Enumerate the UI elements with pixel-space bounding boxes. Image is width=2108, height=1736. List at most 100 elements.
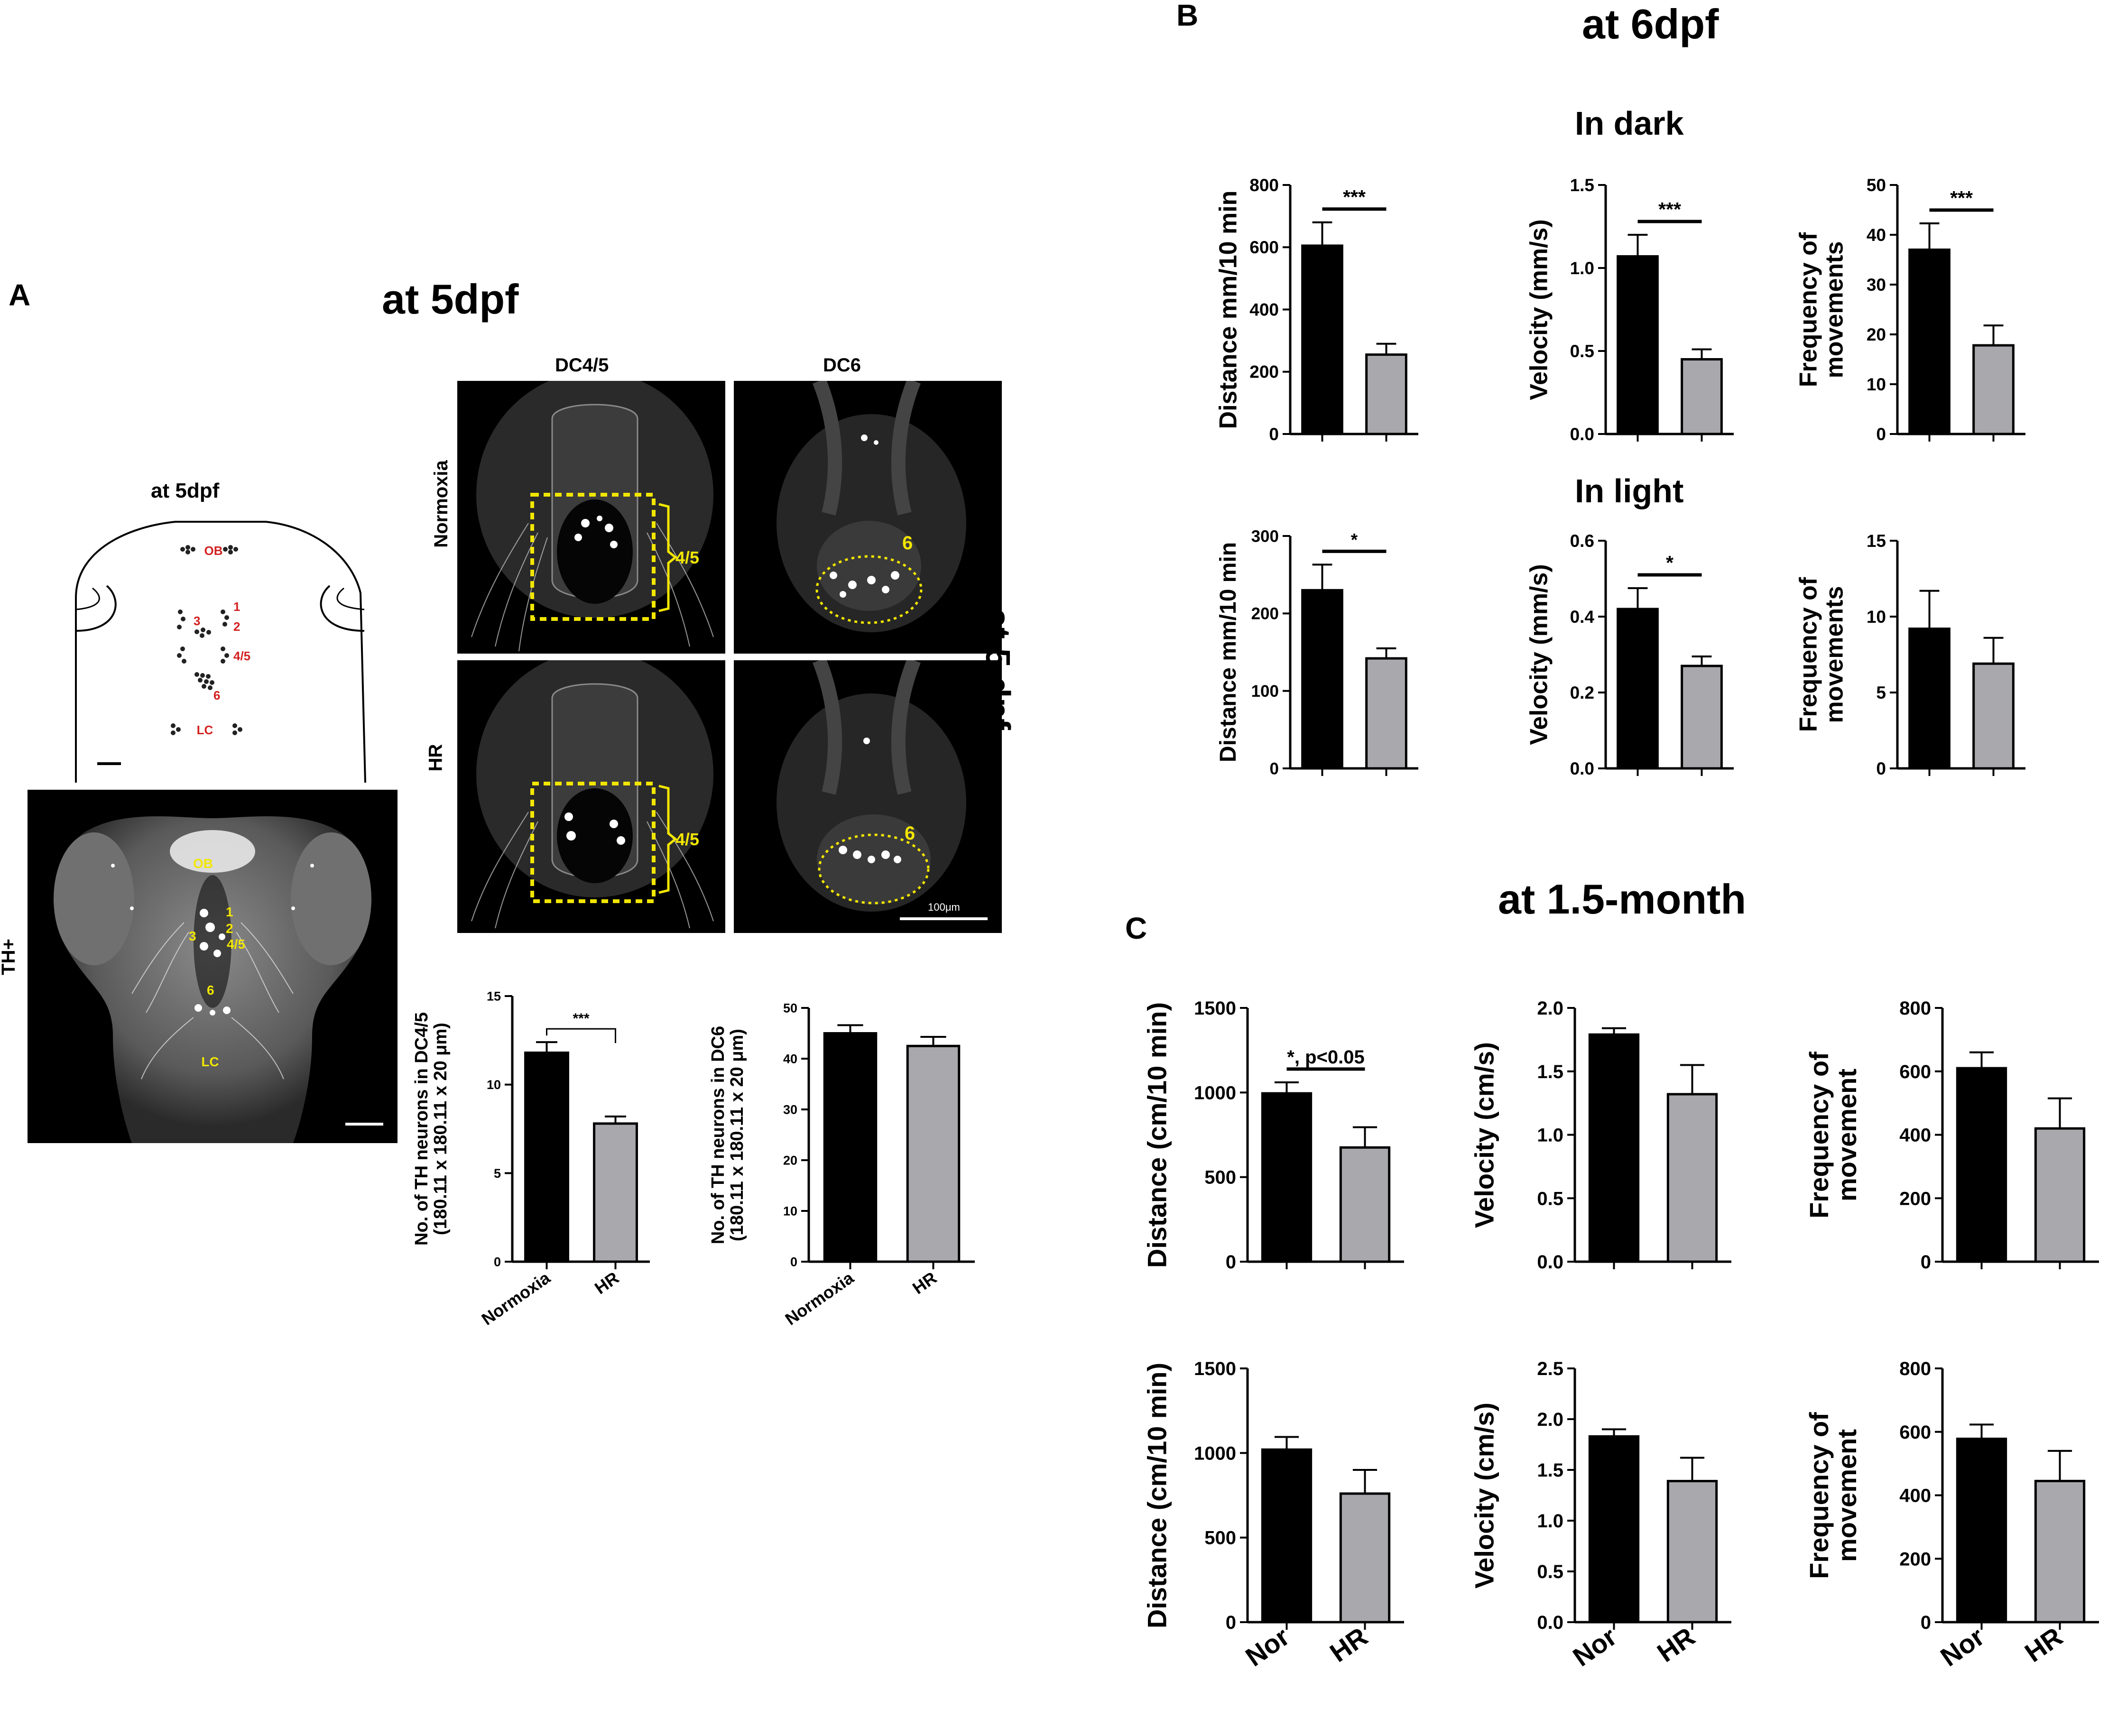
- chart-container-b-light-dist: 0 100 200 300 * Distance mm/10 min: [1216, 526, 1418, 778]
- y-tick-label: 40: [1867, 225, 1886, 245]
- chart-container-b-light-freq: 0 5 10 15 Frequency of movements: [1794, 531, 2025, 778]
- micrograph-hr-dc45: 4/5: [457, 660, 725, 933]
- chart-container-c-light-dist: 0 500 1000 1500 Nor HR Distance (cm/10 min): [1142, 1358, 1404, 1672]
- y-tick-label: 1000: [1194, 1082, 1236, 1103]
- bar-hr: [1681, 665, 1723, 770]
- chart-container-c-light-vel: 0.0 0.5 1.0 1.5 2.0 2.5 Nor HR Velocity (cm/s): [1470, 1358, 1731, 1672]
- chart-svg-b_light_freq: 0 5 10 15: [1867, 531, 2025, 778]
- y-tick-label: 0: [494, 1255, 501, 1269]
- chart-container-b-dark-vel: 0.0 0.5 1.0 1.5 *** Velocity (mm/s): [1526, 175, 1734, 444]
- bar-hr: [1365, 353, 1407, 435]
- y-tick-label: 600: [1899, 1062, 1931, 1082]
- y-axis-label-line: Distance (cm/10 min): [1142, 1002, 1172, 1268]
- y-axis-label: Distance (cm/10 min): [1142, 1002, 1172, 1268]
- circle-label-hr: 6: [905, 823, 915, 844]
- panel-a-letter: A: [9, 278, 31, 312]
- panel-b-in-light: In light: [1575, 472, 1684, 509]
- y-axis-label-line: movements: [1821, 586, 1848, 723]
- y-tick-label: 0: [790, 1255, 797, 1269]
- y-axis-label: Frequency of movements: [1794, 577, 1848, 732]
- chart-container-b-dark-freq: 0 10 20 30 40 50 *** Frequency of movements: [1794, 175, 2025, 444]
- y-tick-label: 50: [1867, 175, 1886, 195]
- y-axis-label-line: No. of TH neurons in DC4/5: [412, 1012, 432, 1246]
- schematic-ob: OB: [204, 544, 223, 558]
- x-category-label: HR: [909, 1268, 940, 1298]
- bar-hr: [2034, 1127, 2086, 1263]
- y-tick-label: 0.5: [1537, 1561, 1563, 1582]
- bar-normoxia: [1261, 1092, 1313, 1263]
- bar-hr: [906, 1044, 961, 1263]
- significance-label: ***: [573, 1011, 589, 1026]
- y-tick-label: 1500: [1194, 1358, 1236, 1379]
- y-tick-label: 400: [1249, 300, 1279, 319]
- significance-label: ***: [1343, 186, 1366, 208]
- significance-label: *: [1351, 530, 1358, 549]
- y-tick-label: 800: [1899, 998, 1931, 1019]
- panel-c-letter: C: [1125, 911, 1147, 945]
- y-tick-label: 0.2: [1570, 683, 1594, 702]
- bar-hr: [1339, 1492, 1391, 1624]
- y-tick-label: 1.5: [1570, 175, 1594, 195]
- micrograph-normoxia-dc45: 4/5: [457, 381, 725, 654]
- bar-normoxia: [1588, 1435, 1640, 1624]
- bar-normoxia: [1908, 249, 1951, 435]
- y-axis-label-line: No. of TH neurons in DC6: [708, 1025, 729, 1244]
- th-plus-micrograph: OB 1 2 3 4/5 6 LC: [28, 790, 398, 1143]
- y-tick-label: 600: [1899, 1422, 1931, 1443]
- chart-svg-b_light_dist: 0 100 200 300 *: [1251, 527, 1418, 778]
- y-tick-label: 10: [487, 1078, 501, 1092]
- chart-svg-c_dark_freq: 0 200 400 600 800: [1899, 998, 2099, 1273]
- panel-a-title: at 5dpf: [382, 276, 519, 323]
- y-tick-label: 0: [1270, 759, 1279, 778]
- y-tick-label: 1.0: [1537, 1511, 1563, 1532]
- y-tick-label: 10: [1867, 375, 1886, 394]
- bar-hr: [593, 1122, 638, 1263]
- y-axis-label-line: Distance mm/10 min: [1215, 542, 1241, 763]
- y-tick-label: 0.6: [1570, 531, 1594, 551]
- bar-normoxia: [1588, 1033, 1640, 1263]
- schematic-1: 1: [233, 600, 240, 614]
- y-axis-label: Velocity (mm/s): [1526, 219, 1553, 400]
- micrograph-hr-dc6: 6 100μm: [734, 660, 1002, 933]
- circle-label-normoxia: 6: [902, 533, 913, 554]
- y-axis-label-line: Frequency of: [1804, 1412, 1834, 1579]
- chart-container-b-light-vel: 0.0 0.2 0.4 0.6 * Velocity (mm/s): [1526, 531, 1734, 778]
- y-tick-label: 200: [1899, 1188, 1931, 1209]
- y-tick-label: 0.0: [1570, 425, 1594, 444]
- y-axis-label: Velocity (mm/s): [1526, 564, 1553, 745]
- schematic-title: at 5dpf: [151, 479, 220, 502]
- y-tick-label: 0: [1226, 1612, 1236, 1633]
- y-tick-label: 0.0: [1537, 1252, 1563, 1273]
- bar-normoxia: [1908, 628, 1951, 770]
- schematic-lc: LC: [197, 723, 213, 737]
- y-tick-label: 1000: [1194, 1443, 1236, 1464]
- significance-label: ***: [1658, 198, 1681, 220]
- bracket-label-normoxia: 4/5: [675, 548, 699, 567]
- y-axis-label-line: Distance (cm/10 min): [1142, 1362, 1172, 1628]
- significance-label: ***: [1950, 187, 1973, 209]
- bar-hr: [1681, 358, 1723, 435]
- y-tick-label: 0.0: [1537, 1612, 1563, 1633]
- chart-svg-b_dark_vel: 0.0 0.5 1.0 1.5 ***: [1570, 175, 1734, 444]
- y-tick-label: 0: [1921, 1252, 1931, 1273]
- y-axis-label-line: movement: [1832, 1068, 1862, 1201]
- bar-normoxia: [1301, 244, 1343, 435]
- bar-normoxia: [823, 1032, 878, 1263]
- y-axis-label-line: Frequency of: [1804, 1051, 1834, 1219]
- y-axis-label-line: movement: [1832, 1429, 1862, 1562]
- y-axis-label: Frequency of movement: [1804, 1051, 1862, 1219]
- y-axis-label-line: Frequency of: [1794, 577, 1822, 732]
- th-45: 4/5: [227, 937, 245, 951]
- bracket-label-hr: 4/5: [675, 830, 699, 849]
- y-tick-label: 30: [783, 1102, 797, 1117]
- y-axis-label: Frequency of movements: [1794, 232, 1848, 387]
- y-tick-label: 2.5: [1537, 1358, 1563, 1379]
- scale-bar-label: 100μm: [928, 901, 960, 913]
- significance-label: *, p<0.05: [1287, 1047, 1364, 1068]
- y-tick-label: 0.5: [1570, 342, 1594, 361]
- y-axis-label: Velocity (cm/s): [1470, 1042, 1499, 1228]
- y-tick-label: 1.5: [1537, 1062, 1563, 1082]
- chart-container-a-dc45: 0 5 10 15 *** Normoxia HR No. of TH neurons in …: [412, 987, 650, 1329]
